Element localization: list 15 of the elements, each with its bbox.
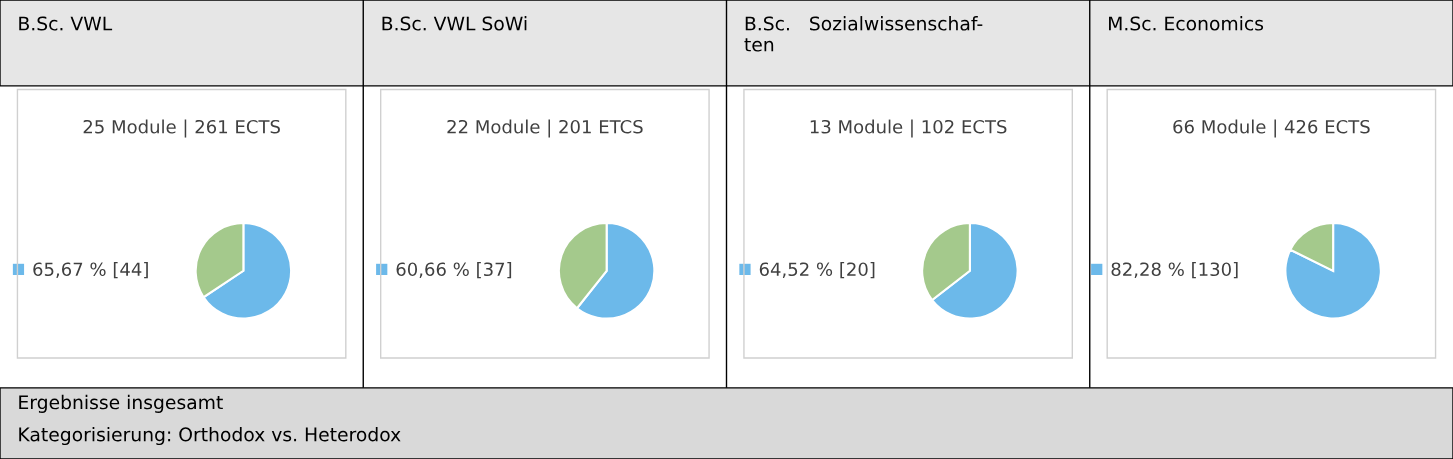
chart-title: 22 Module | 201 ETCS [447,119,643,138]
chart-title: 66 Module | 426 ECTS [1173,119,1370,138]
text: B.Sc. VWL [19,16,113,31]
legend-label: 82,28 % [130] [1111,262,1238,279]
text: B.Sc. Sozialwissenschaf- ten [744,16,983,52]
legend-label: 65,67 % [44] [33,262,148,279]
pie-slice [1284,222,1382,320]
legend-label: 64,52 % [20] [759,262,875,279]
text: Kategorisierung: Orthodox vs. Heterodox [19,426,401,446]
text: Ergebnisse insgesamt [19,394,223,413]
text: M.Sc. Economics [1109,16,1264,31]
text: B.Sc. VWL SoWi [382,16,527,31]
legend-label: 60,66 % [37] [396,262,512,279]
chart-title: 25 Module | 261 ECTS [83,119,280,138]
chart-title: 13 Module | 102 ECTS [810,119,1007,138]
